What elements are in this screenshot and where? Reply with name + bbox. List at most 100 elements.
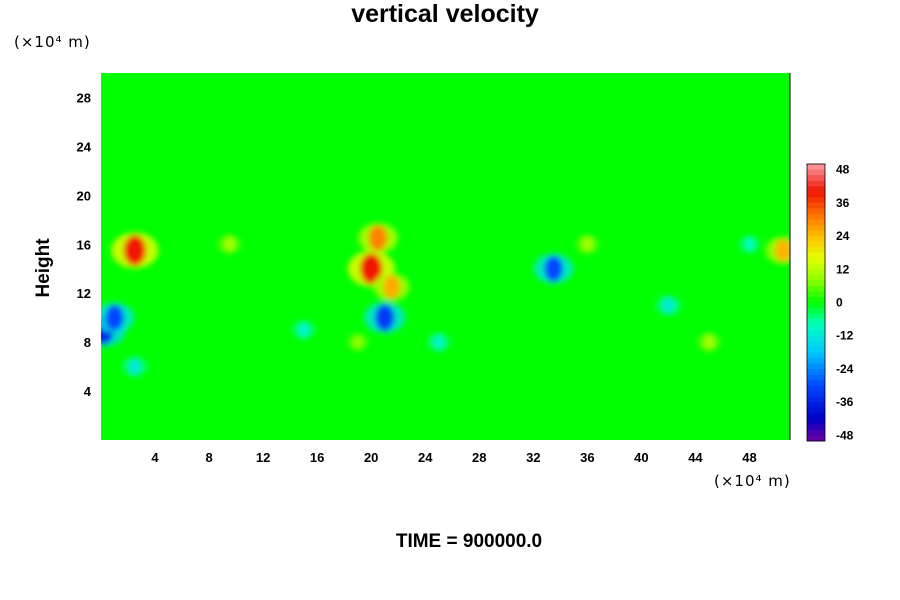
colorbar-level: [807, 402, 825, 409]
colorbar-tick-label: 0: [836, 296, 843, 310]
x-axis-ticks: 4 8 12 16 20 24 28 32 36 40 44 48: [151, 450, 756, 465]
field-feature-core: [360, 253, 383, 284]
colorbar-tick-label: 24: [836, 229, 850, 243]
field-feature-core: [223, 236, 236, 253]
colorbar-tick-label: -12: [836, 329, 854, 343]
colorbar-level: [807, 385, 825, 392]
colorbar-level: [807, 280, 825, 287]
colorbar-tick-label: -48: [836, 428, 854, 442]
colorbar-level: [807, 230, 825, 237]
colorbar-level: [807, 191, 825, 198]
colorbar-level: [807, 435, 825, 442]
x-tick-label: 16: [310, 450, 324, 465]
colorbar-level: [807, 368, 825, 375]
colorbar-level: [807, 346, 825, 353]
colorbar-level: [807, 396, 825, 403]
field-feature-core: [382, 275, 401, 299]
colorbar-level: [807, 241, 825, 248]
y-tick-label: 24: [77, 139, 92, 154]
y-tick-label: 16: [77, 237, 91, 252]
x-tick-label: 20: [364, 450, 378, 465]
colorbar-level: [807, 258, 825, 265]
colorbar-level: [807, 296, 825, 303]
colorbar-level: [807, 418, 825, 425]
colorbar-tick-label: -36: [836, 395, 854, 409]
colorbar-level: [807, 380, 825, 386]
y-tick-label: 4: [84, 384, 92, 399]
colorbar-level: [807, 330, 825, 337]
colorbar-level: [807, 429, 825, 436]
colorbar-level: [807, 236, 825, 242]
field-feature-core: [581, 236, 594, 253]
x-axis-unit: (×10⁴ m): [714, 472, 791, 490]
field-feature-core: [375, 304, 395, 331]
colorbar-level: [807, 208, 825, 215]
y-tick-label: 8: [84, 335, 91, 350]
velocity-field: [101, 73, 791, 440]
x-tick-label: 4: [151, 450, 159, 465]
y-tick-label: 12: [77, 286, 91, 301]
field-feature-core: [105, 304, 124, 331]
x-tick-label: 8: [205, 450, 212, 465]
field-feature-core: [662, 297, 675, 314]
colorbar-tick-label: 48: [836, 163, 850, 177]
colorbar-level: [807, 324, 825, 331]
colorbar-level: [807, 274, 825, 281]
y-axis-ticks: 4 8 12 16 20 24 28: [77, 90, 92, 399]
y-tick-label: 28: [77, 90, 91, 105]
x-tick-label: 36: [580, 450, 594, 465]
colorbar-frame: [806, 163, 826, 442]
colorbar-level: [807, 224, 825, 231]
colorbar-level: [807, 269, 825, 276]
field-feature-core: [123, 235, 146, 266]
colorbar-level: [807, 413, 825, 420]
colorbar-level: [807, 424, 825, 431]
colorbar-level: [807, 263, 825, 270]
colorbar-level: [807, 169, 825, 176]
x-tick-label: 40: [634, 450, 648, 465]
x-tick-label: 44: [688, 450, 703, 465]
colorbar-level: [807, 285, 825, 292]
colorbar-level: [807, 335, 825, 342]
colorbar-level: [807, 186, 825, 192]
colorbar-level: [807, 313, 825, 320]
colorbar-tick-label: -24: [836, 362, 854, 376]
field-feature-core: [774, 238, 790, 262]
field-feature-core: [703, 334, 715, 351]
y-tick-label: 20: [77, 188, 91, 203]
field-feature-core: [544, 255, 563, 282]
colorbar-level: [807, 363, 825, 370]
colorbar-level: [807, 391, 825, 397]
colorbar-level: [807, 291, 825, 298]
y-axis-unit: (×10⁴ m): [14, 33, 91, 51]
colorbar: 48 36 24 12 0 -12 -24 -36 -48: [806, 163, 854, 442]
colorbar-level: [807, 197, 825, 204]
time-label: TIME = 900000.0: [395, 531, 543, 552]
colorbar-level: [807, 252, 825, 259]
colorbar-level: [807, 180, 825, 187]
colorbar-level: [807, 164, 825, 170]
field-feature-core: [432, 334, 445, 351]
field-feature-core: [128, 358, 141, 376]
field-feature-core: [297, 321, 310, 338]
colorbar-level: [807, 308, 825, 314]
x-tick-label: 24: [418, 450, 433, 465]
colorbar-level: [807, 374, 825, 381]
colorbar-level: [807, 247, 825, 253]
x-tick-label: 32: [526, 450, 540, 465]
field-feature-core: [368, 225, 388, 251]
colorbar-level: [807, 352, 825, 359]
colorbar-level: [807, 219, 825, 226]
colorbar-level: [807, 302, 825, 309]
colorbar-level: [807, 175, 825, 181]
colorbar-level: [807, 202, 825, 209]
colorbar-level: [807, 213, 825, 220]
x-tick-label: 28: [472, 450, 486, 465]
x-tick-label: 12: [256, 450, 270, 465]
colorbar-level: [807, 357, 825, 364]
colorbar-level: [807, 319, 825, 325]
colorbar-level: [807, 341, 825, 348]
colorbar-level: [807, 407, 825, 414]
field-feature-core: [744, 236, 755, 252]
